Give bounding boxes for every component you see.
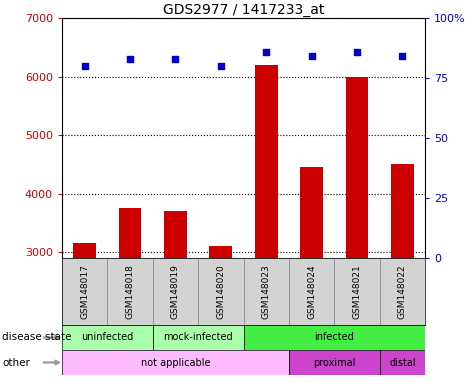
Bar — [391, 164, 414, 384]
Point — [126, 56, 134, 62]
Text: GSM148019: GSM148019 — [171, 264, 180, 319]
Bar — [62, 325, 153, 350]
Text: infected: infected — [314, 333, 354, 343]
Bar — [289, 350, 379, 375]
Bar — [345, 76, 368, 384]
Bar — [289, 258, 334, 325]
Text: not applicable: not applicable — [141, 358, 210, 367]
Text: GSM148020: GSM148020 — [216, 264, 226, 319]
Bar — [62, 258, 107, 325]
Point — [399, 53, 406, 60]
Point — [172, 56, 179, 62]
Bar — [300, 167, 323, 384]
Bar — [379, 350, 425, 375]
Text: other: other — [2, 358, 30, 367]
Text: GSM148023: GSM148023 — [262, 264, 271, 319]
Point — [262, 48, 270, 55]
Text: disease state: disease state — [2, 333, 72, 343]
Bar — [153, 325, 244, 350]
Bar — [62, 350, 289, 375]
Bar — [244, 258, 289, 325]
Text: GSM148021: GSM148021 — [352, 264, 361, 319]
Bar — [73, 243, 96, 384]
Point — [81, 63, 88, 69]
Bar — [153, 258, 198, 325]
Text: uninfected: uninfected — [81, 333, 133, 343]
Title: GDS2977 / 1417233_at: GDS2977 / 1417233_at — [163, 3, 324, 17]
Text: distal: distal — [389, 358, 416, 367]
Point — [353, 48, 361, 55]
Bar — [379, 258, 425, 325]
Text: GSM148024: GSM148024 — [307, 264, 316, 319]
Bar — [334, 258, 379, 325]
Point — [308, 53, 315, 60]
Bar — [244, 325, 425, 350]
Text: GSM148018: GSM148018 — [126, 264, 134, 319]
Text: GSM148017: GSM148017 — [80, 264, 89, 319]
Text: proximal: proximal — [313, 358, 355, 367]
Point — [217, 63, 225, 69]
Bar — [198, 258, 244, 325]
Bar — [255, 65, 278, 384]
Bar — [209, 246, 232, 384]
Bar — [164, 211, 187, 384]
Text: GSM148022: GSM148022 — [398, 264, 407, 319]
Text: mock-infected: mock-infected — [163, 333, 233, 343]
Bar — [107, 258, 153, 325]
Bar — [119, 208, 141, 384]
